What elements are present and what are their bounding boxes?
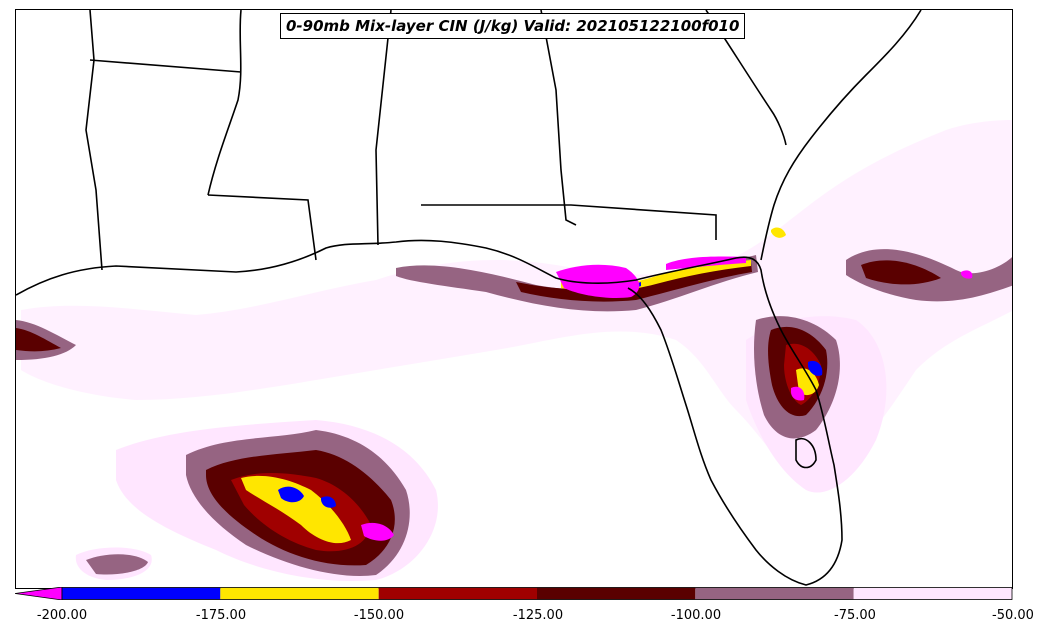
colorbar-segment	[62, 587, 221, 600]
map-panel	[15, 9, 1013, 589]
magenta-northeast	[961, 270, 973, 279]
maroon-west-edge	[16, 328, 61, 352]
colorbar-outline	[61, 587, 1013, 600]
gulf-coastline	[16, 239, 843, 586]
map-canvas	[16, 10, 1012, 586]
state-border-al-ga	[540, 10, 577, 226]
atlantic-coastline	[760, 10, 922, 261]
mauve-sw	[86, 554, 148, 575]
yellow-gulf-blob	[241, 475, 351, 544]
colorbar	[15, 587, 1013, 600]
colorbar-segment	[378, 587, 537, 600]
florida-inner-lake	[795, 438, 817, 469]
yellow-coast-band	[561, 260, 751, 292]
blue-florida	[808, 360, 823, 376]
cin-field-yellow	[241, 227, 819, 544]
map-title: 0-90mb Mix-layer CIN (J/kg) Valid: 20210…	[280, 13, 746, 39]
mauve-coast-band	[396, 255, 758, 312]
colorbar-tick-label: -125.00	[512, 608, 564, 623]
state-border-ms-la	[85, 10, 103, 271]
colorbar-segment	[220, 587, 379, 600]
colorbar-tick-label: -75.00	[834, 608, 876, 623]
state-border-ms-al	[375, 10, 392, 246]
state-border-la-ms-south	[207, 194, 317, 261]
colorbar-tick-label: -150.00	[353, 608, 405, 623]
state-border-ar-la	[89, 59, 242, 73]
colorbar-tick-label: -50.00	[992, 608, 1034, 623]
magenta-coast	[556, 264, 640, 298]
blue-gulf-blob-2	[321, 496, 336, 508]
cin-field-light-pink	[21, 120, 1012, 581]
magenta-florida	[791, 386, 805, 401]
colorbar-tick-label: -200.00	[36, 608, 88, 623]
yellow-northeast	[771, 227, 786, 238]
colorbar-segment	[853, 587, 1012, 600]
magenta-gulf	[361, 522, 394, 541]
yellow-florida	[796, 368, 819, 396]
state-border-ms-river	[207, 10, 242, 196]
state-border-fl-north	[421, 204, 717, 240]
colorbar-tick-label: -100.00	[670, 608, 722, 623]
colorbar-segments	[62, 587, 1012, 600]
cin-field-magenta	[361, 256, 973, 541]
maroon-northeast	[861, 260, 941, 285]
colorbar-segment	[695, 587, 854, 600]
colorbar-tick-label: -175.00	[195, 608, 247, 623]
colorbar-extend-min	[15, 587, 63, 600]
blue-gulf-blob	[278, 486, 304, 503]
colorbar-segment	[537, 587, 696, 600]
